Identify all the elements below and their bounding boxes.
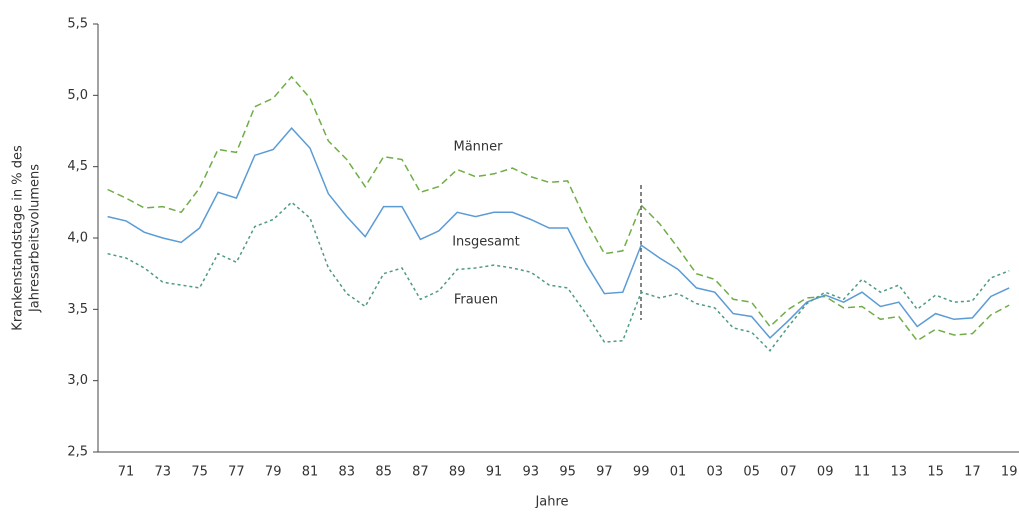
x-tick-label: 81 — [302, 465, 319, 480]
x-tick-label: 03 — [707, 465, 724, 480]
x-tick-label: 79 — [265, 465, 282, 480]
y-axis-label: Krankenstandstage in % des — [11, 145, 26, 331]
y-tick-label: 3,0 — [67, 373, 88, 388]
x-tick-label: 17 — [964, 465, 981, 480]
y-tick-label: 4,5 — [67, 159, 88, 174]
series-label: Insgesamt — [452, 235, 520, 250]
x-tick-label: 85 — [375, 465, 392, 480]
x-tick-label: 11 — [854, 465, 871, 480]
x-tick-label: 09 — [817, 465, 834, 480]
series-label: Männer — [453, 140, 503, 155]
series-line — [107, 75, 1010, 342]
x-tick-label: 75 — [191, 465, 208, 480]
x-tick-label: 01 — [670, 465, 687, 480]
x-tick-label: 89 — [449, 465, 466, 480]
series-label: Frauen — [454, 293, 498, 308]
x-tick-label: 91 — [486, 465, 503, 480]
y-tick-label: 5,5 — [67, 17, 88, 32]
x-tick-label: 13 — [891, 465, 908, 480]
x-tick-label: 71 — [118, 465, 135, 480]
x-tick-label: 87 — [412, 465, 429, 480]
series-line — [107, 201, 1010, 352]
y-tick-label: 5,0 — [67, 88, 88, 103]
x-tick-label: 83 — [339, 465, 356, 480]
x-tick-label: 97 — [596, 465, 613, 480]
x-tick-label: 93 — [523, 465, 540, 480]
x-tick-label: 19 — [1001, 465, 1018, 480]
y-tick-label: 4,0 — [67, 231, 88, 246]
x-tick-label: 73 — [155, 465, 172, 480]
y-axis-label: Jahresarbeitsvolumens — [28, 164, 43, 313]
x-tick-label: 77 — [228, 465, 245, 480]
x-tick-label: 99 — [633, 465, 650, 480]
x-tick-label: 95 — [559, 465, 576, 480]
series-line — [107, 126, 1010, 339]
x-tick-label: 05 — [743, 465, 760, 480]
y-tick-label: 2,5 — [67, 445, 88, 460]
x-axis-label: Jahre — [534, 495, 568, 509]
x-tick-label: 07 — [780, 465, 797, 480]
x-tick-label: 15 — [927, 465, 944, 480]
y-tick-label: 3,5 — [67, 302, 88, 317]
